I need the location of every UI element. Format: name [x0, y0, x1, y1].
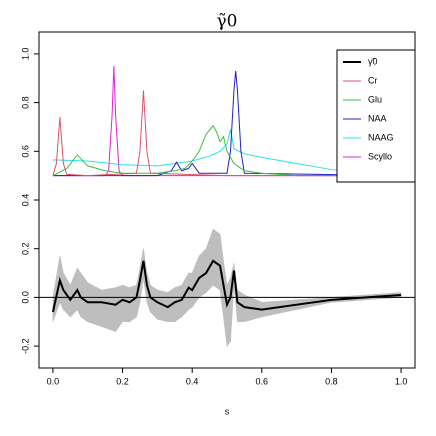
y-tick-label: 0.0: [20, 291, 30, 304]
y-tick-label: 0.2: [20, 242, 30, 255]
legend-label: γ̃0: [368, 56, 378, 66]
x-tick-label: 0.2: [116, 376, 129, 386]
x-tick-label: 0.8: [325, 376, 338, 386]
y-tick-label: 0.8: [20, 96, 30, 109]
series-line: [52, 90, 402, 177]
chart-title: γ̃0: [217, 12, 238, 32]
confidence-band: [226, 277, 231, 348]
legend-label: Scyllo: [368, 151, 392, 161]
series-line: [52, 70, 402, 177]
confidence-band: [122, 284, 130, 323]
series-line: [52, 124, 402, 177]
y-tick-label: -0.2: [20, 338, 30, 354]
series-line: [51, 259, 402, 313]
y-tick-label: 1.0: [20, 48, 30, 61]
confidence-band: [188, 272, 193, 311]
confidence-band: [212, 228, 221, 291]
x-tick-label: 1.0: [395, 376, 408, 386]
confidence-band: [87, 282, 102, 328]
legend-label: Cr: [368, 75, 378, 85]
confidence-band: [129, 284, 137, 323]
x-tick-label: 0.6: [256, 376, 269, 386]
y-tick-label: 0.6: [20, 145, 30, 158]
confidence-band: [115, 284, 123, 333]
confidence-band: [101, 287, 116, 332]
legend-label: NAA: [368, 113, 387, 123]
legend-label: Glu: [368, 94, 382, 104]
x-axis-label: s: [225, 406, 230, 416]
legend-box: [336, 49, 416, 183]
y-tick-label: 0.4: [20, 194, 30, 207]
x-tick-label: 0.4: [186, 376, 199, 386]
series-line: [52, 129, 402, 177]
x-tick-label: 0.0: [47, 376, 60, 386]
legend-label: NAAG: [368, 132, 394, 142]
confidence-band: [174, 284, 183, 323]
